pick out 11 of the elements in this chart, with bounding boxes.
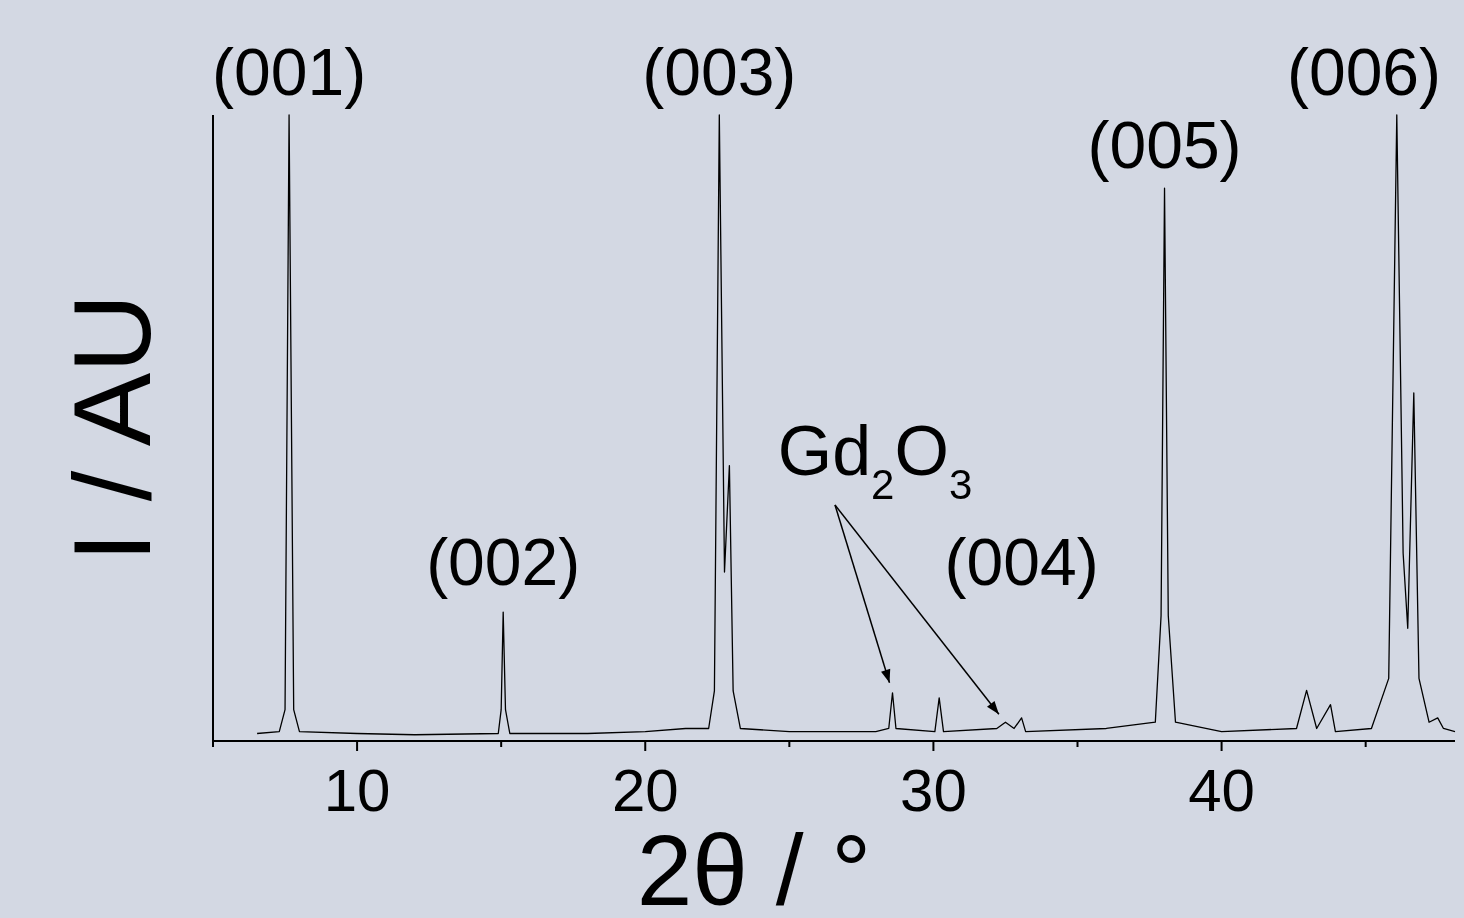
annotation: Gd$_{2}$O$_{3}$ <box>777 412 973 508</box>
x-tick-label: 10 <box>323 757 391 824</box>
annotation: (002) <box>426 524 581 599</box>
annotation: (004) <box>944 524 1099 599</box>
annotation: (005) <box>1087 108 1242 183</box>
annotation: (006) <box>1286 35 1442 109</box>
x-tick-label: 40 <box>1188 757 1255 824</box>
annotation: (003) <box>642 35 797 109</box>
y-axis-title: I / AU <box>50 293 173 563</box>
annotation: (001) <box>212 35 367 109</box>
x-tick-label: 30 <box>900 757 967 824</box>
